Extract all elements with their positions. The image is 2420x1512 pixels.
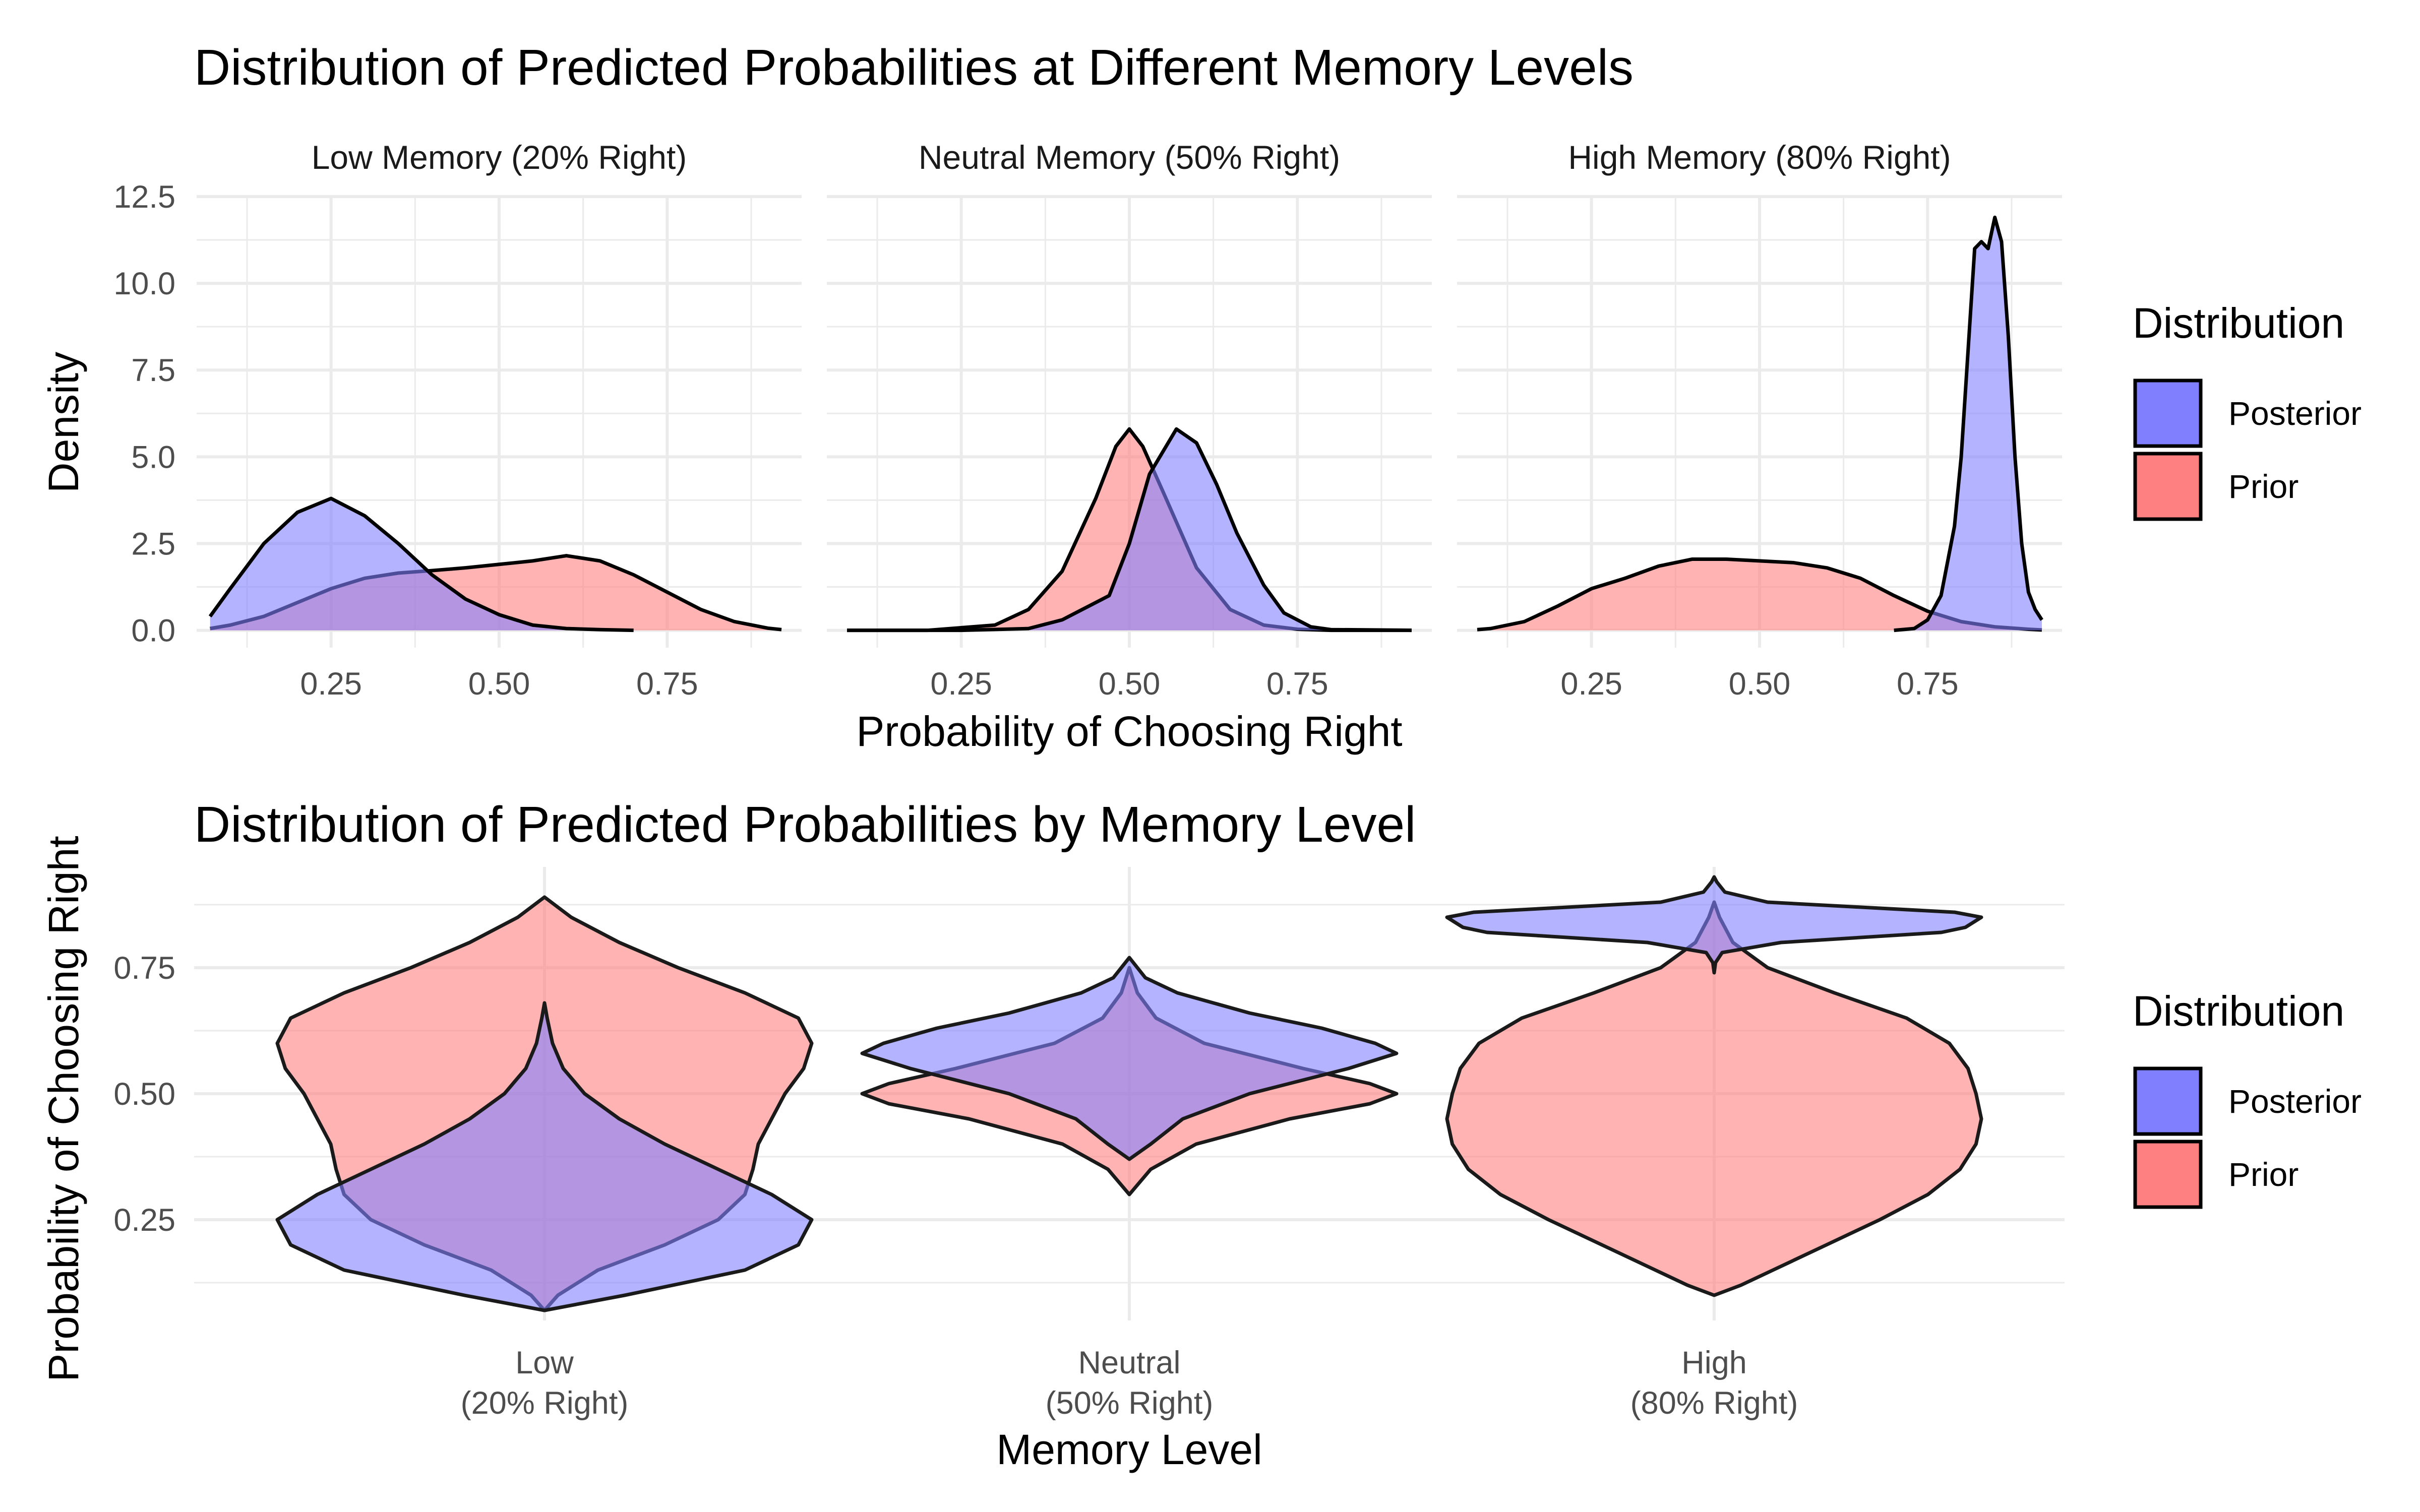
y-tick-label: 2.5	[131, 526, 175, 561]
violin-group-3: High (80% Right)	[1445, 875, 1983, 1421]
x-tick-label: 0.50	[1729, 666, 1791, 702]
violin-chart: Distribution of Predicted Probabilities …	[40, 796, 2362, 1473]
x-tick-label: (50% Right)	[1046, 1385, 1214, 1421]
x-tick-label: High	[1681, 1345, 1747, 1380]
facet-label: High Memory (80% Right)	[1568, 139, 1951, 176]
x-tick-label: 0.75	[636, 666, 698, 702]
y-tick-label: 0.25	[113, 1203, 175, 1238]
violin-chart-title: Distribution of Predicted Probabilities …	[194, 796, 1416, 853]
violin-legend-label-posterior: Posterior	[2228, 1083, 2362, 1120]
density-y-axis-title: Density	[40, 352, 87, 493]
violin-posterior	[1445, 875, 1983, 975]
density-area-posterior	[1894, 217, 2042, 631]
x-tick-label: 0.50	[468, 666, 530, 702]
density-facet-1: Low Memory (20% Right) 0.25 0.50 0.75	[197, 139, 802, 702]
density-area-posterior	[210, 498, 634, 631]
density-facet-3: High Memory (80% Right) 0.25 0.50 0.75	[1457, 139, 2062, 702]
x-tick-label: Low	[515, 1345, 574, 1380]
density-outline-posterior	[1894, 215, 2043, 633]
violin-legend-key-prior	[2133, 1140, 2203, 1209]
density-outline-posterior	[208, 496, 634, 633]
y-tick-label: 0.0	[131, 613, 175, 649]
density-facet-2: Neutral Memory (50% Right) 0.25 0.50 0.75	[827, 139, 1432, 702]
facet-label: Low Memory (20% Right)	[312, 139, 687, 176]
y-tick-label: 5.0	[131, 439, 175, 475]
x-tick-label: 0.25	[930, 666, 992, 702]
y-tick-label: 0.75	[113, 951, 175, 986]
density-legend-title: Distribution	[2133, 299, 2344, 347]
density-x-axis-title: Probability of Choosing Right	[856, 708, 1402, 755]
x-tick-label: 0.25	[1560, 666, 1622, 702]
facet-label: Neutral Memory (50% Right)	[919, 139, 1340, 176]
density-area-prior	[1477, 559, 2042, 631]
x-tick-label: (20% Right)	[461, 1385, 629, 1421]
violin-group-1: Low (20% Right)	[275, 895, 814, 1421]
violin-posterior	[860, 956, 1399, 1161]
density-legend-key-prior	[2133, 452, 2203, 521]
x-tick-label: Neutral	[1078, 1345, 1180, 1380]
y-tick-label: 10.0	[113, 266, 175, 301]
density-area-prior	[847, 429, 1412, 631]
x-tick-label: 0.75	[1266, 666, 1328, 702]
violin-y-axis-title: Probability of Choosing Right	[40, 836, 87, 1381]
density-chart: Distribution of Predicted Probabilities …	[40, 39, 2362, 755]
density-outline-posterior	[847, 427, 1412, 633]
x-tick-label: 0.75	[1897, 666, 1959, 702]
violin-x-axis-title: Memory Level	[996, 1426, 1262, 1473]
violin-legend-key-posterior	[2133, 1066, 2203, 1136]
density-legend-key-posterior	[2133, 379, 2203, 448]
density-legend-label-prior: Prior	[2228, 468, 2298, 505]
x-tick-label: 0.25	[300, 666, 362, 702]
violin-legend-label-prior: Prior	[2228, 1156, 2298, 1193]
density-legend-label-posterior: Posterior	[2228, 395, 2362, 432]
x-tick-label: (80% Right)	[1630, 1385, 1798, 1421]
density-chart-title: Distribution of Predicted Probabilities …	[194, 39, 1634, 96]
violin-legend-title: Distribution	[2133, 987, 2344, 1035]
x-tick-label: 0.50	[1099, 666, 1161, 702]
violin-posterior	[275, 1001, 814, 1312]
y-tick-label: 12.5	[113, 179, 175, 215]
y-tick-label: 7.5	[131, 353, 175, 388]
violin-group-2: Neutral (50% Right)	[860, 956, 1399, 1421]
density-area-posterior	[847, 429, 1412, 631]
y-tick-label: 0.50	[113, 1077, 175, 1112]
